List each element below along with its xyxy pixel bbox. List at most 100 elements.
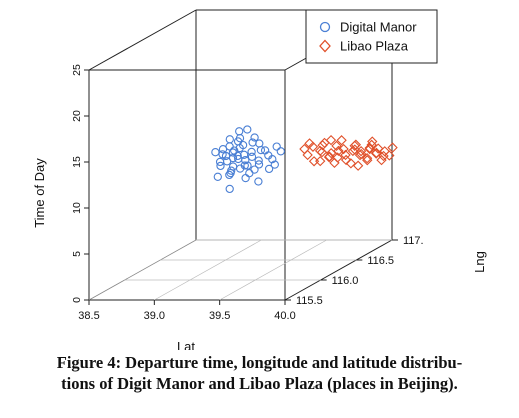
libao-plaza-point [315, 155, 326, 167]
digital-manor-point [218, 145, 228, 154]
digital-manor-point [243, 125, 252, 134]
digital-manor-point [241, 173, 250, 183]
libao-plaza-point [364, 142, 375, 154]
digital-manor-point [272, 142, 281, 151]
z-tick-label: 20 [71, 110, 83, 122]
digital-manor-point [225, 170, 234, 180]
digital-manor-point [230, 146, 239, 155]
libao-plaza-point [308, 156, 320, 167]
libao-plaza-point [345, 158, 357, 169]
legend-marker-libao-plaza [319, 39, 331, 53]
box-edge [88, 9, 197, 71]
digital-manor-point [264, 164, 274, 174]
legend-label-digital-manor: Digital Manor [340, 20, 417, 35]
digital-manor-point [239, 150, 249, 159]
digital-manor-point [268, 155, 277, 164]
digital-manor-point [245, 169, 254, 178]
z-tick-label: 10 [71, 202, 83, 214]
digital-manor-point [250, 133, 259, 142]
libao-plaza-point [331, 140, 342, 152]
libao-plaza-point [356, 148, 367, 160]
libao-plaza-point [340, 154, 352, 166]
digital-manor-point [254, 156, 263, 165]
digital-manor-point [248, 138, 257, 147]
libao-plaza-point [316, 147, 328, 158]
libao-plaza-point [302, 149, 313, 161]
libao-plaza-point [336, 135, 347, 146]
x-tick-label: 39.5 [209, 310, 230, 322]
digital-manor-point [276, 147, 285, 156]
libao-plaza-point [376, 154, 387, 166]
legend-marker-digital-manor [319, 21, 331, 33]
z-tick-label: 15 [71, 156, 83, 168]
figure-caption: Figure 4: Departure time, longitude and … [0, 352, 519, 394]
libao-plaza-point [362, 155, 373, 166]
digital-manor-point [270, 160, 279, 169]
z-axis-label: Time of Day [32, 158, 47, 228]
digital-manor-point [238, 140, 248, 150]
digital-manor-point [213, 172, 222, 181]
digital-manor-point [254, 177, 263, 186]
libao-plaza-point [333, 145, 344, 157]
libao-plaza-point [350, 139, 362, 150]
libao-plaza-point [329, 157, 340, 169]
libao-plaza-point [299, 143, 310, 155]
digital-manor-point [215, 157, 225, 167]
digital-manor-point [234, 154, 243, 164]
libao-plaza-point [307, 141, 319, 152]
caption-line-2: tions of Digit Manor and Libao Plaza (pl… [61, 374, 458, 393]
legend-box [305, 9, 438, 64]
x-tick-label: 39.0 [144, 310, 165, 322]
libao-plaza-point [304, 138, 315, 149]
floor-grid-line [154, 239, 262, 301]
libao-plaza-point [387, 142, 398, 153]
libao-plaza-point [355, 145, 367, 157]
digital-manor-point [225, 184, 234, 194]
legend: Digital Manor Libao Plaza [305, 9, 438, 64]
digital-manor-point [247, 147, 256, 157]
box-edge [284, 239, 393, 301]
libao-plaza-point [367, 136, 378, 147]
digital-manor-point [235, 134, 245, 143]
y-tick-label: 115.5 [296, 295, 323, 307]
z-tick-label: 25 [71, 64, 83, 76]
libao-plaza-point [370, 148, 382, 159]
data-points [211, 125, 398, 194]
digital-manor-point [247, 152, 257, 161]
digital-manor-point [216, 161, 225, 171]
digital-manor-point [256, 145, 266, 155]
x-tick-label: 40.0 [274, 310, 295, 322]
z-tick-label: 5 [71, 251, 83, 257]
libao-plaza-point [349, 144, 360, 155]
libao-plaza-point [323, 152, 335, 163]
z-tick-label: 0 [71, 297, 83, 303]
y-tick-label: 116.5 [367, 255, 394, 267]
libao-plaza-point [366, 139, 377, 151]
box-edge-hidden [88, 239, 197, 301]
y-tick-label: 117. [403, 235, 424, 247]
digital-manor-point [221, 151, 231, 161]
digital-manor-point [228, 162, 238, 171]
x-tick-label: 38.5 [78, 310, 99, 322]
floor-grid-line [219, 239, 327, 301]
libao-plaza-point [361, 153, 373, 164]
digital-manor-point [254, 160, 264, 169]
libao-plaza-point [373, 143, 384, 154]
digital-manor-point [235, 127, 244, 136]
digital-manor-point [211, 148, 220, 157]
x-axis-label: Lat [177, 339, 195, 350]
libao-plaza-point [325, 134, 337, 146]
digital-manor-point [243, 161, 252, 170]
libao-plaza-point [384, 150, 395, 161]
libao-plaza-point [317, 140, 328, 151]
libao-plaza-point [338, 143, 349, 155]
libao-plaza-point [352, 160, 364, 171]
y-tick-label: 116.0 [332, 275, 359, 287]
legend-label-libao-plaza: Libao Plaza [340, 39, 409, 54]
y-axis-label: Lng [472, 251, 487, 273]
digital-manor-point [225, 135, 234, 144]
libao-plaza-point [340, 149, 351, 161]
